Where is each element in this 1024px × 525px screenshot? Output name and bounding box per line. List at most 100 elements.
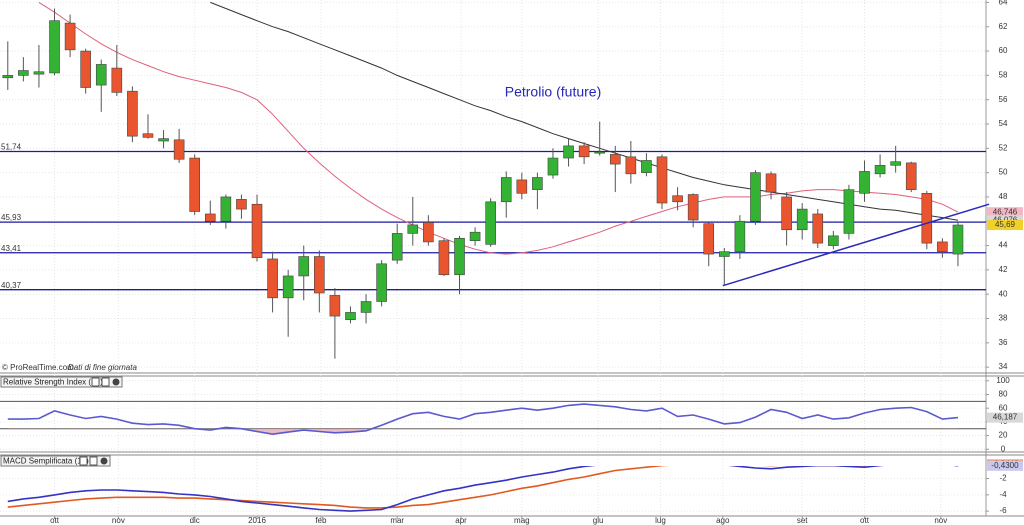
x-tick-label: dic (190, 516, 200, 525)
close-icon[interactable] (100, 457, 108, 465)
candle-body (687, 194, 699, 221)
candle-body (95, 64, 107, 86)
candle-body (407, 224, 419, 234)
x-tick-label: giu (593, 516, 604, 525)
candle-body (2, 75, 14, 79)
level-label: 43,41 (1, 244, 22, 253)
indicator-line (7, 466, 958, 512)
value-label: 45,69 (995, 220, 1016, 229)
y-tick-label: 40 (999, 289, 1008, 298)
candle-body (828, 235, 839, 246)
value-label: 46,076 (993, 215, 1018, 224)
x-tick-label: set (797, 516, 808, 525)
candle-body (485, 201, 496, 245)
chart-title: Petrolio (future) (505, 84, 601, 100)
y-tick-label: 42 (999, 265, 1008, 274)
x-tick-label: nov (934, 516, 947, 525)
candle-body (890, 161, 901, 166)
y-tick-label: -4 (999, 490, 1007, 499)
candle-body (952, 224, 964, 255)
candle-body (376, 263, 387, 302)
plot-area (7, 466, 958, 512)
candle-body (905, 162, 917, 190)
source-note: Dati di fine giornata (68, 363, 137, 372)
candle-body (391, 233, 403, 261)
candle-body (127, 90, 138, 137)
candle-body (204, 213, 216, 222)
x-tick-label: mar (390, 516, 404, 525)
candle-body (142, 133, 154, 138)
value-label-box (987, 207, 1023, 218)
level-label: 40,37 (1, 281, 22, 290)
candle-body (703, 223, 715, 255)
candle-body (921, 192, 933, 244)
plot-area (0, 400, 986, 436)
value-label-box (987, 460, 1023, 471)
candle-body (298, 256, 310, 277)
candle-body (111, 67, 123, 93)
candle-body (656, 156, 668, 204)
candle-body (516, 179, 528, 194)
settings-icon[interactable] (91, 377, 100, 387)
plot-area (0, 1, 986, 359)
candle-body (843, 189, 855, 234)
candle-body (796, 208, 808, 231)
indicator-line (7, 466, 873, 509)
indicator-header (0, 455, 111, 467)
candle-body (64, 22, 76, 51)
y-tick-label: 64 (999, 0, 1008, 7)
candle-body (500, 177, 512, 203)
candle-body (282, 275, 294, 299)
candle-body (345, 312, 356, 321)
y-tick-label: 52 (999, 143, 1008, 152)
value-label: 46,746 (993, 207, 1018, 216)
value-label: 46,187 (993, 413, 1018, 422)
value-label-box (987, 412, 1023, 423)
candle-body (314, 256, 325, 294)
y-tick-label: 48 (999, 192, 1008, 201)
y-tick-label: 44 (999, 241, 1008, 250)
candle-body (859, 171, 870, 194)
settings-icon[interactable] (79, 456, 88, 466)
candle-body (532, 177, 543, 190)
y-tick-label: 58 (999, 70, 1008, 79)
indicator-line (7, 403, 959, 436)
candle-body (625, 156, 637, 175)
x-tick-label: ago (716, 516, 730, 525)
y-tick-label: 20 (999, 431, 1008, 440)
y-tick-label: 54 (999, 119, 1008, 128)
candle-body (594, 151, 605, 154)
y-tick-label: 60 (999, 46, 1008, 55)
candle-body (33, 71, 45, 75)
candle-body (469, 231, 481, 242)
y-tick-label: 100 (996, 376, 1010, 385)
x-tick-label: nov (112, 516, 125, 525)
candle-body (189, 157, 201, 212)
candle-body (781, 196, 792, 231)
candle-body (329, 295, 341, 317)
y-tick-label: 62 (999, 22, 1008, 31)
candle-body (158, 138, 169, 142)
x-tick-label: feb (315, 516, 327, 525)
y-tick-label: 38 (999, 314, 1008, 323)
candle-body (765, 173, 777, 193)
candle-body (423, 222, 434, 243)
candle-body (267, 258, 278, 299)
source: © ProRealTime.com (2, 363, 74, 372)
candle-body (454, 237, 465, 276)
window-icon[interactable] (89, 456, 98, 466)
candle-body (812, 213, 824, 244)
window-icon[interactable] (101, 377, 110, 387)
close-icon[interactable] (112, 378, 120, 386)
y-tick-label: -6 (999, 506, 1007, 515)
x-tick-label: apr (455, 516, 467, 525)
y-tick-label: -2 (999, 474, 1007, 483)
indicator-title: MACD Semplificata (12) (3, 457, 89, 466)
candle-body (874, 165, 886, 175)
y-tick-label: 36 (999, 338, 1008, 347)
candle-body (80, 50, 91, 88)
candle-body (937, 241, 948, 252)
y-tick-label: 56 (999, 95, 1008, 104)
